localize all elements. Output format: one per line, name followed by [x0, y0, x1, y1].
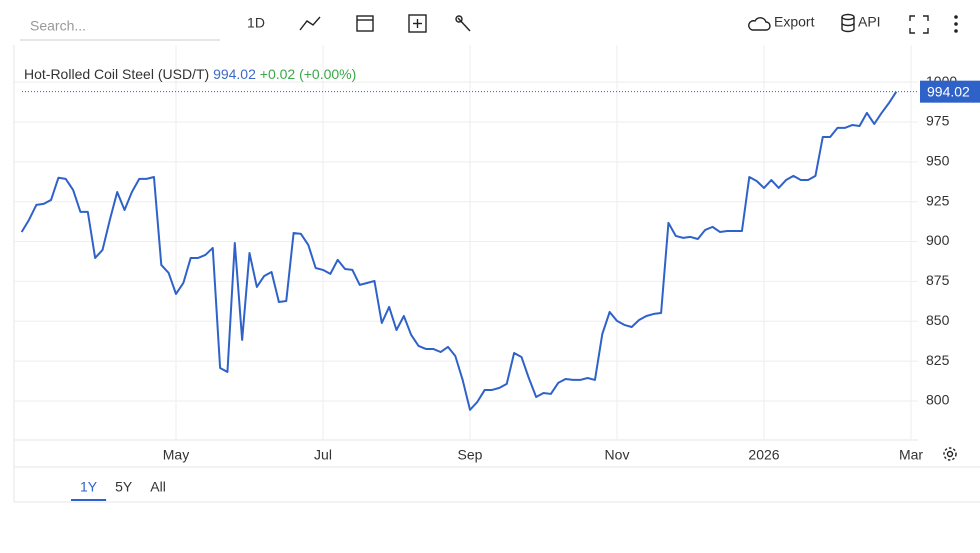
fullscreen-icon[interactable] [909, 15, 929, 34]
y-tick-label: 975 [926, 113, 950, 129]
export-button[interactable]: Export [748, 14, 815, 31]
y-tick-label: 850 [926, 312, 950, 328]
x-tick-label: Jul [314, 447, 332, 463]
api-button[interactable]: API [841, 14, 881, 33]
x-tick-label: Nov [605, 447, 630, 463]
calendar-icon[interactable] [356, 15, 374, 32]
last-price-box [920, 80, 980, 103]
y-tick-label: 825 [926, 352, 950, 368]
price-line [20, 91, 898, 411]
chart-type-icon[interactable] [299, 16, 321, 31]
y-tick-label: 950 [926, 153, 950, 169]
search-box[interactable]: Search... [30, 18, 86, 34]
y-tick-label: 925 [926, 192, 950, 208]
interval-button[interactable]: 1D [247, 15, 265, 31]
range-button[interactable]: 5Y [115, 479, 133, 495]
settings-icon[interactable] [943, 447, 957, 461]
add-icon[interactable] [408, 14, 427, 33]
api-label[interactable]: API [858, 14, 881, 30]
range-button[interactable]: All [150, 479, 166, 495]
legend-header: Hot-Rolled Coil Steel (USD/T) 994.02 +0.… [24, 66, 356, 82]
last-price-label: 994.02 [927, 83, 970, 99]
x-tick-label: May [163, 447, 189, 463]
x-tick-label: Sep [458, 447, 483, 463]
range-button[interactable]: 1Y [80, 479, 98, 495]
x-tick-label: Mar [899, 447, 923, 463]
x-tick-label: 2026 [748, 447, 779, 463]
menu-icon[interactable] [954, 15, 958, 33]
series-name: Hot-Rolled Coil Steel (USD/T) [24, 66, 209, 82]
series-change: +0.02 (+0.00%) [260, 66, 357, 82]
tools-icon[interactable] [455, 15, 471, 32]
export-label[interactable]: Export [774, 14, 815, 30]
y-tick-label: 875 [926, 272, 950, 288]
y-tick-label: 900 [926, 232, 950, 248]
series-price: 994.02 [213, 66, 256, 82]
y-tick-label: 800 [926, 392, 950, 408]
